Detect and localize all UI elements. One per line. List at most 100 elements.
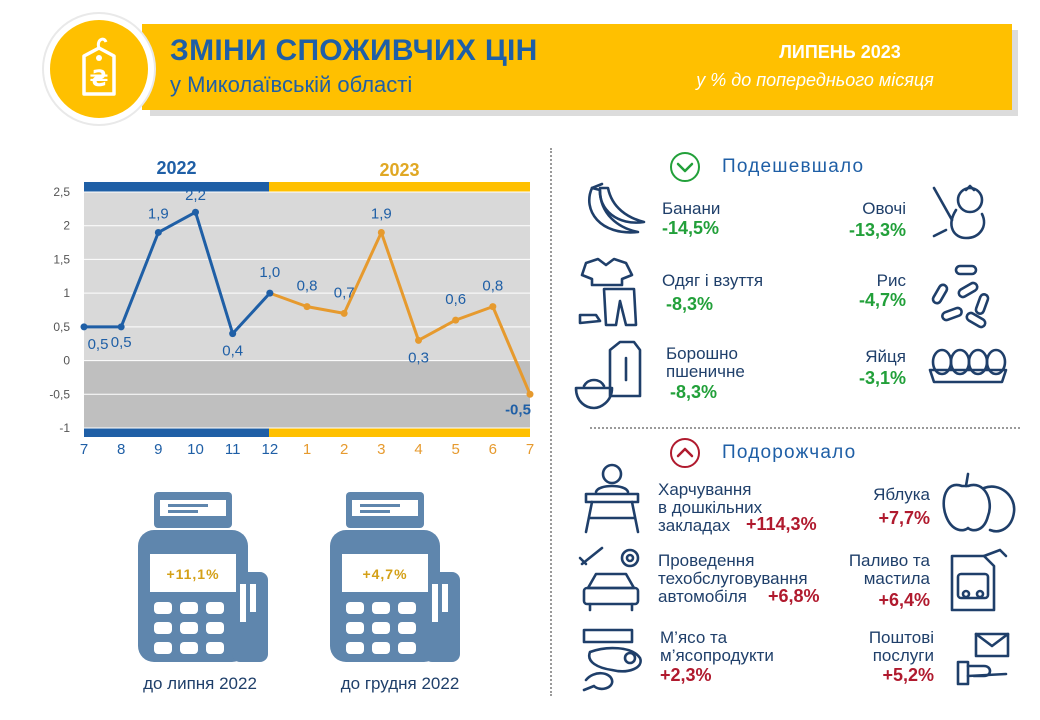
horizontal-divider [590,427,1020,429]
series-segment [454,305,495,322]
data-point [340,309,348,317]
item-value-mail: +5,2% [882,665,934,685]
item-value-bananas: -14,5% [662,218,720,238]
series-segment [194,210,235,336]
period-label: ЛИПЕНЬ 2023 [779,42,901,62]
data-point [80,323,88,331]
x-tick-label: 11 [225,441,241,458]
data-label: 0,5 [111,334,132,351]
year-band-2022 [84,182,269,192]
item-name-carservice-l1: Проведення [658,551,755,570]
item-name-childmeal-l3: закладах [658,516,731,535]
item-name-fuel-l1: Паливо та [848,551,930,570]
y-tick-label: 1,5 [53,252,70,266]
data-label: 0,8 [482,278,503,295]
data-point [415,336,422,344]
item-name-clothes: Одяг і взуття [662,271,764,290]
data-point [526,390,534,398]
x-tick-label: 10 [187,441,204,458]
page-subtitle: у Миколаївській області [170,72,413,97]
item-value-fuel: +6,4% [878,590,930,610]
x-tick-label: 1 [303,441,311,458]
flour-icon [574,340,642,410]
item-name-flour-l1: Борошно [666,344,739,363]
item-name-apples: Яблука [873,485,930,504]
terminal-label-july: до липня 2022 [143,674,257,693]
item-name-fuel-l2: мастила [863,569,930,588]
eggs-icon [928,348,1008,384]
price-change-line-chart: 2,521,510,50-0,5-17 8 9 10 11 12 1 2 3 4 5 6 7 2022 2… [49,158,534,458]
header-banner [142,24,1012,110]
series-segment [417,318,458,342]
data-point [489,303,497,311]
x-tick-label: 8 [117,441,125,458]
x-tick-label: 7 [80,441,88,458]
payment-terminals [138,492,460,662]
data-label: 0,8 [297,278,318,295]
data-label: 1,9 [371,205,392,222]
axis-band-2022 [84,428,269,437]
year-label-2023: 2023 [379,160,419,180]
data-label: -0,5 [505,401,531,418]
hryvnia-symbol: ₴ [90,67,109,92]
arrow-up-circle-icon [670,438,700,468]
item-name-vegetables: Овочі [862,199,906,218]
price-tag-icon: ₴ [82,37,116,96]
data-label: 0,4 [222,343,243,360]
vegetables-icon [932,184,986,240]
period-note: у % до попереднього місяця [696,70,934,90]
data-label: 0,5 [88,336,109,353]
series-segment [491,305,532,396]
series-segment [268,291,309,309]
pricier-section-title: Подорожчало [722,442,857,463]
meat-icon [582,628,642,692]
data-point [192,208,199,216]
item-name-childmeal-l2: в дошкільних [658,498,763,517]
x-tick-label: 12 [261,441,278,458]
terminal-label-december: до грудня 2022 [340,674,460,693]
series-segment [231,291,272,336]
item-name-eggs: Яйця [865,347,906,366]
data-label: 0,6 [445,291,466,308]
terminal-july-2022 [138,492,268,662]
data-point [266,289,274,297]
data-point [117,323,125,331]
item-name-mail-l2: послуги [872,646,934,665]
data-label: 2,2 [185,187,206,204]
series-segment [156,210,197,234]
item-value-childmeal: +114,3% [746,514,817,534]
item-name-childmeal-l1: Харчування [658,480,752,499]
item-name-flour-l2: пшеничне [666,362,745,381]
item-value-carservice: +6,8% [768,586,820,606]
data-label: 1,0 [259,264,280,281]
terminal-value-december: +4,7% [362,566,408,582]
vertical-divider [550,148,552,696]
item-value-eggs: -3,1% [858,368,906,388]
y-tick-label: 2,5 [53,185,70,199]
item-name-bananas: Банани [662,199,721,218]
child-meal-icon [584,463,640,534]
year-label-2022: 2022 [156,158,196,178]
x-tick-label: 4 [414,441,422,458]
y-tick-label: 0,5 [53,320,70,334]
x-tick-label: 3 [377,441,385,458]
x-tick-label: 5 [451,441,459,458]
banana-icon [588,182,646,234]
data-label: 1,9 [148,205,169,222]
item-value-apples: +7,7% [878,508,930,528]
item-name-mail-l1: Поштові [868,628,934,647]
series-segment [342,230,383,315]
item-name-meat-l1: М’ясо та [660,628,728,647]
rice-icon [931,264,990,329]
x-tick-label: 2 [340,441,348,458]
clothes-icon [578,257,638,327]
fuel-canister-icon [950,548,1008,612]
page-title: ЗМІНИ СПОЖИВЧИХ ЦІН [170,34,538,67]
data-label: 0,3 [408,349,429,366]
mail-icon [956,632,1010,686]
x-tick-label: 9 [154,441,162,458]
positive-area [84,192,530,361]
y-tick-label: 2 [63,219,70,233]
series-segment [379,230,420,342]
series-segment [119,230,160,329]
